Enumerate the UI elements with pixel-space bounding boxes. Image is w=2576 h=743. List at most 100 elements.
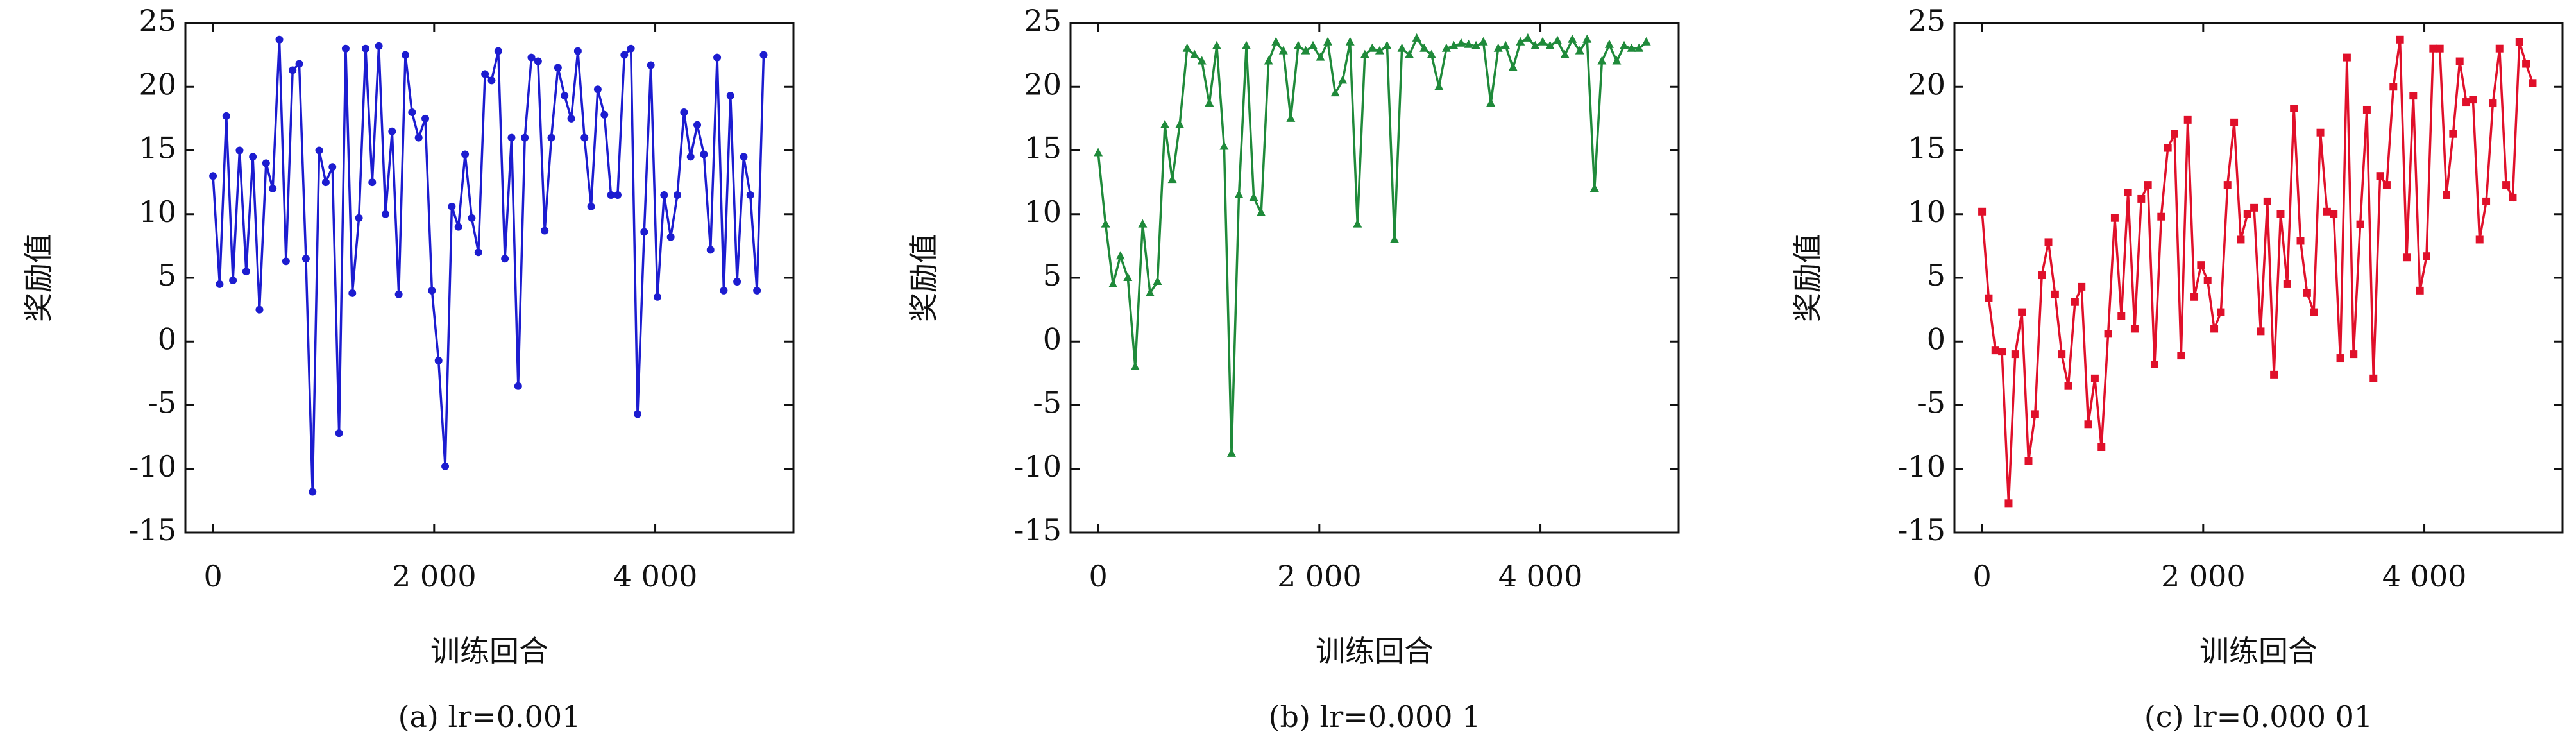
- point: [1094, 148, 1103, 157]
- point: [1330, 88, 1340, 97]
- point: [262, 159, 270, 167]
- point: [2171, 130, 2179, 138]
- y-tick-label: 15: [1024, 131, 1062, 166]
- point: [2164, 144, 2172, 152]
- point: [1293, 40, 1303, 49]
- subplot: -15 -10 -5 0 5 10 15 20 25 0 2 000 4 000 训练回合 奖励值 (a) …: [21, 3, 795, 734]
- point: [2343, 53, 2351, 62]
- point: [1553, 35, 1563, 44]
- point: [348, 289, 357, 297]
- point: [2462, 98, 2471, 107]
- point: [2509, 193, 2517, 201]
- point: [2058, 350, 2066, 359]
- point: [1575, 46, 1584, 55]
- point: [289, 66, 297, 74]
- point: [2376, 172, 2384, 180]
- point: [402, 51, 410, 59]
- y-tick-label: 0: [1043, 321, 1062, 356]
- point: [1441, 43, 1451, 52]
- point: [2097, 443, 2106, 452]
- point: [1427, 49, 1436, 58]
- plot-frame: [1069, 22, 1680, 534]
- point: [494, 47, 502, 55]
- point: [1190, 49, 1199, 58]
- point: [541, 226, 549, 235]
- point: [1101, 219, 1110, 228]
- point: [720, 286, 728, 295]
- y-tick-label: 5: [1043, 258, 1062, 293]
- point: [2210, 325, 2219, 333]
- point: [1501, 40, 1511, 49]
- point: [1516, 37, 1525, 46]
- y-tick-label: 25: [1908, 3, 1945, 38]
- point: [627, 44, 635, 53]
- data-line: [1981, 39, 2534, 504]
- x-axis-label: 训练回合: [1316, 634, 1434, 669]
- point: [1479, 37, 1488, 46]
- point: [1167, 175, 1177, 184]
- point: [2529, 79, 2537, 87]
- point: [1115, 251, 1125, 260]
- point: [633, 410, 641, 418]
- x-tick-label: 4 000: [613, 559, 698, 594]
- point: [1301, 46, 1310, 55]
- point: [2011, 350, 2019, 359]
- point: [2144, 181, 2152, 189]
- point: [1582, 34, 1592, 43]
- x-tick-label: 2 000: [1277, 559, 1362, 594]
- x-tick-label: 2 000: [392, 559, 477, 594]
- point: [613, 191, 622, 199]
- point: [1991, 346, 1999, 355]
- subplot: -15 -10 -5 0 5 10 15 20 25 0 2 000 4 000 训练回合 奖励值 (b) …: [906, 3, 1680, 734]
- point: [2296, 237, 2305, 245]
- x-tick-label: 0: [203, 559, 222, 594]
- point: [507, 133, 516, 142]
- caption: (b) lr=0.000 1: [1269, 699, 1481, 734]
- point: [1449, 40, 1459, 49]
- point: [222, 112, 230, 120]
- point: [2243, 210, 2251, 218]
- y-tick-label: 10: [139, 194, 176, 229]
- point: [1130, 361, 1140, 370]
- point: [554, 64, 562, 72]
- point: [1323, 37, 1333, 46]
- point: [2031, 410, 2039, 418]
- caption: (a) lr=0.001: [398, 699, 581, 734]
- point: [2396, 35, 2404, 44]
- point: [434, 357, 443, 365]
- point: [587, 202, 595, 210]
- point: [242, 268, 250, 276]
- x-tick-label: 4 000: [2382, 559, 2467, 594]
- point: [414, 133, 423, 142]
- x-tick-label: 4 000: [1498, 559, 1583, 594]
- point: [2237, 235, 2245, 244]
- point: [1242, 40, 1251, 49]
- point: [301, 255, 310, 263]
- point: [368, 178, 377, 187]
- point: [1620, 40, 1629, 49]
- point: [1589, 184, 1599, 192]
- point: [1641, 37, 1651, 46]
- point: [1560, 49, 1570, 58]
- point: [1234, 189, 1244, 198]
- y-tick-label: 25: [139, 3, 176, 38]
- point: [1175, 119, 1185, 128]
- y-tick-label: 20: [1024, 67, 1062, 101]
- point: [2051, 290, 2059, 298]
- point: [759, 51, 768, 59]
- point: [2330, 210, 2338, 218]
- point: [2104, 330, 2112, 338]
- point: [1412, 33, 1421, 42]
- data-line: [1097, 36, 1647, 454]
- point: [527, 53, 536, 62]
- point: [2024, 457, 2033, 465]
- point: [1568, 34, 1577, 43]
- point: [1612, 56, 1622, 65]
- y-axis-label: 奖励值: [21, 234, 56, 322]
- point: [1419, 43, 1429, 52]
- y-tick-label: 0: [1927, 321, 1945, 356]
- point: [1508, 62, 1518, 71]
- point: [1397, 43, 1407, 52]
- point: [2443, 191, 2451, 199]
- point: [428, 286, 436, 295]
